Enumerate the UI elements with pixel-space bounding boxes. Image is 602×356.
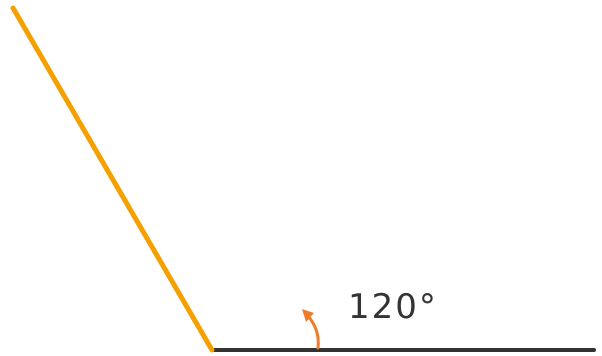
angle-arrowhead-icon: [302, 309, 314, 322]
angle-label: 120°: [348, 287, 438, 327]
angle-arc-arrow: [306, 314, 320, 350]
rotating-ray: [10, 5, 215, 353]
